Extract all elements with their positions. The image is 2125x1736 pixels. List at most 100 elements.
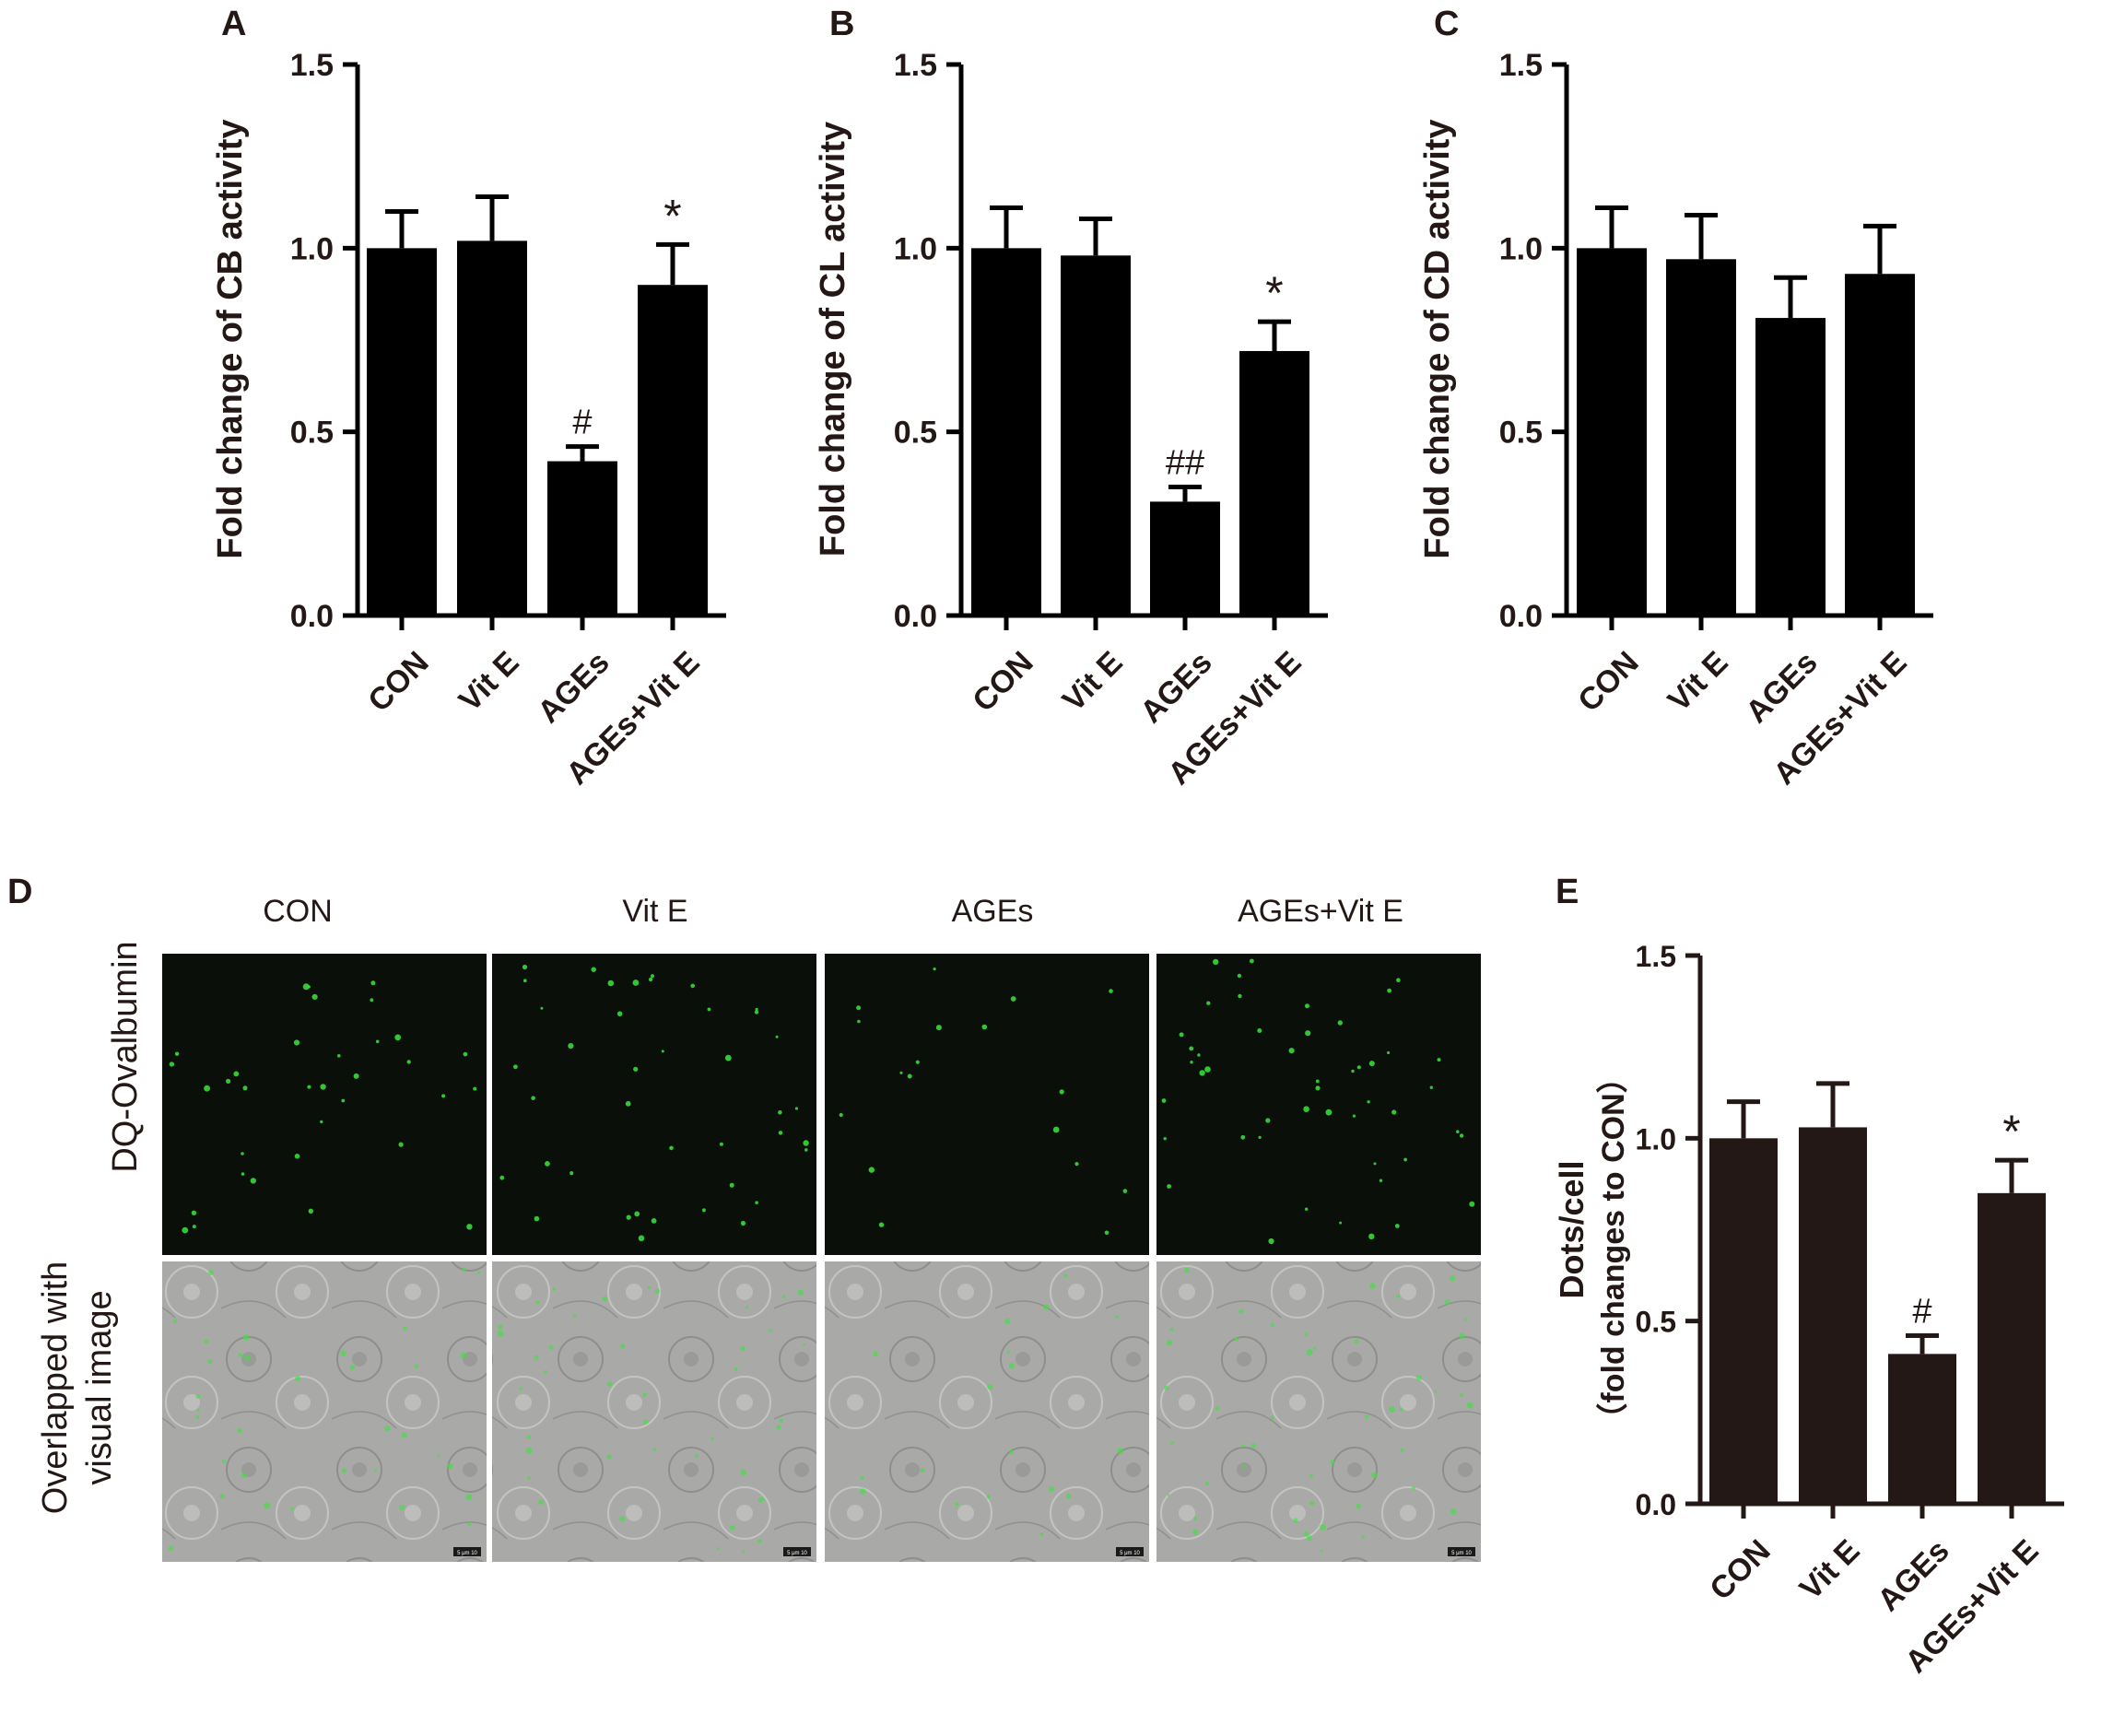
fluorescent-dot [243,1355,251,1361]
fluorescent-dot [1063,1273,1068,1278]
fluorescent-dot [620,1343,626,1349]
scale-bar-label: 5 μm 10 [1120,1551,1140,1556]
bar-c-vit-e [1666,259,1736,616]
fluorescent-dot [1169,1327,1174,1331]
fluorescent-dot [1122,1189,1128,1193]
fluorescent-dot [986,1495,991,1499]
x-category-label-a: CON [361,645,435,719]
fluorescent-dot [374,1468,378,1472]
fluorescent-dot [1313,1347,1317,1351]
panel-letter-e: E [1556,873,1579,911]
fluorescent-dot [606,1454,612,1460]
fluorescent-dot [242,1085,248,1091]
fluorescent-dot [463,1051,468,1057]
fluorescence-image-con [162,954,487,1255]
fluorescent-dot [642,1419,649,1425]
fluorescent-dot [1320,1524,1326,1531]
fluorescent-dot [860,1475,865,1480]
fluorescent-dot [513,1064,518,1070]
fluorescent-dot [341,1098,346,1103]
fluorescent-dot [1320,1549,1323,1553]
fluorescent-dot [1361,1535,1365,1539]
fluorescent-dot [1306,1535,1312,1542]
fluorescent-dot [1065,1493,1072,1499]
fluorescent-dot [1305,1207,1309,1211]
fluorescent-dot [527,1476,531,1480]
fluorescent-dot [219,1494,225,1499]
fluorescent-dot [1161,1098,1167,1103]
overlay-image-ages-vit-e [1156,1261,1481,1562]
fluorescent-dot [264,1502,271,1509]
fluorescent-dot [1167,1184,1171,1189]
fluorescent-dot [242,1334,250,1341]
fluorescent-dot [746,1305,749,1309]
fluorescence-image-vit-e [492,954,816,1255]
scale-bar-label: 5 μm 10 [457,1551,477,1556]
fluorescent-dot [295,1375,301,1381]
fluorescent-dot [544,1369,547,1374]
fluorescent-dot [168,1545,173,1552]
fluorescent-dot [526,1435,531,1440]
fluorescent-dot [1469,1201,1475,1207]
fluorescent-dot [1303,1106,1309,1112]
fluorescent-dot [776,1425,781,1430]
fluorescent-dot [1270,1415,1274,1420]
bar-a-vit-e [457,240,527,616]
fluorescent-dot [1270,1322,1274,1328]
fluorescent-dot [740,1220,746,1226]
fluorescent-dot [1115,1315,1120,1319]
bar-e-ages [1888,1354,1956,1504]
fluorescent-dot [569,1171,574,1176]
panel-letter-a: A [221,5,246,43]
fluorescent-dot [437,1454,440,1458]
fluorescent-dot [414,1364,419,1369]
y-tick-label-e: 0.5 [1636,1306,1676,1339]
fluorescent-dot [1206,1001,1211,1005]
y-tick-label-e: 1.0 [1636,1122,1676,1155]
fluorescent-dot [591,967,596,972]
fluorescent-dot [1197,1053,1201,1057]
y-tick-label-b: 1.5 [894,48,937,83]
fluorescent-dot [647,1285,651,1290]
fluorescent-dot [250,1178,256,1184]
fluorescent-dot [1367,1100,1370,1104]
fluorescent-dot [803,1140,809,1146]
condition-label-con: CON [263,894,333,929]
fluorescent-dot [1241,1444,1245,1448]
overlay-image-ages [825,1261,1149,1562]
fluorescent-dot [868,1167,875,1173]
fluorescent-dot [1434,1390,1438,1393]
y-axis-label-a: Fold change of CB activity [211,119,250,558]
fluorescent-dot [538,1499,544,1505]
fluorescent-dot [757,1539,762,1543]
fluorescent-dot [778,1110,782,1115]
fluorescent-dot [935,1025,942,1031]
fluorescent-dot [191,1210,197,1216]
x-category-label-b: CON [966,645,1039,719]
fluorescent-dot [477,1271,480,1274]
fluorescent-dot [1193,1517,1197,1520]
fluorescent-dot [1059,1089,1064,1095]
fluorescent-dot [716,1547,720,1550]
fluorescent-dot [651,1218,657,1224]
fluorescent-dot [638,1235,645,1242]
fluorescent-dot [1463,1318,1468,1321]
fluorescent-dot [1265,1118,1271,1123]
fluorescent-dot [545,1161,550,1167]
fluorescent-dot [955,1502,959,1507]
y-tick-label-a: 1.0 [290,231,334,266]
bar-c-ages [1755,318,1826,616]
fluorescent-dot [873,1351,878,1356]
x-category-label-a: Vit E [452,645,526,719]
fluorescent-dot [1387,988,1391,993]
fluorescent-dot [634,1211,640,1217]
fluorescent-dot [1199,1070,1205,1076]
y-tick-label-a: 0.5 [290,416,334,451]
fluorescent-dot [754,1010,759,1015]
fluorescent-dot [1315,1085,1321,1091]
fluorescent-dot [1237,973,1242,979]
fluorescent-dot [1213,958,1219,966]
significance-mark-b-ages-vit-e: * [1265,267,1283,319]
fluorescent-dot [182,1226,189,1234]
